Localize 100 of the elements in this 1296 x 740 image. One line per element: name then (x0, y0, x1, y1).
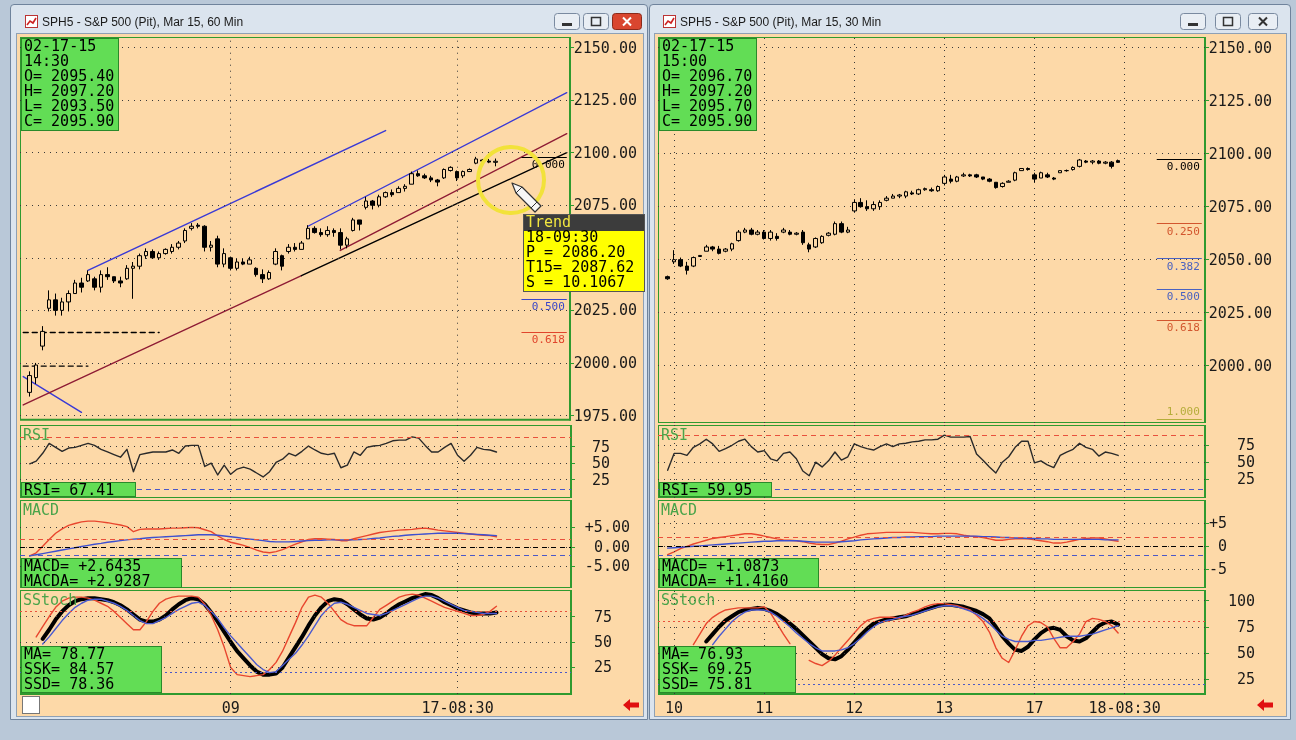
candlestick (377, 194, 381, 208)
candlestick (241, 258, 245, 266)
candlestick (974, 173, 979, 179)
y-tick-label: 2025.00 (1208, 303, 1272, 322)
candlestick (247, 256, 252, 265)
candlestick (325, 225, 330, 238)
y-tick-label: 25 (1236, 670, 1255, 689)
candlestick (1052, 176, 1056, 181)
x-tick-label: 11 (755, 698, 774, 717)
y-tick-label: 2100.00 (573, 143, 637, 162)
y-tick-label: +5.00 (584, 518, 630, 537)
candlestick (409, 171, 414, 185)
candlestick (189, 222, 194, 231)
x-tick-label: 17 (1025, 698, 1044, 717)
y-tick-label: +5 (1208, 514, 1227, 533)
x-tick-label: 10 (665, 698, 684, 717)
candlestick (112, 276, 116, 284)
candlestick (396, 185, 401, 194)
candlestick (183, 227, 187, 244)
candlestick (222, 247, 226, 268)
candlestick (949, 174, 953, 184)
candlestick (678, 257, 683, 268)
candlestick (383, 191, 388, 199)
candlestick (66, 289, 71, 312)
candlestick (280, 254, 284, 271)
y-tick-label: 50 (593, 633, 612, 651)
candlestick (891, 193, 895, 199)
candlestick (801, 229, 805, 246)
candlestick (736, 229, 741, 243)
y-tick-label: 2050.00 (1208, 250, 1272, 269)
candlestick (865, 199, 869, 212)
y-tick-label: 50 (1236, 644, 1255, 663)
candlestick (487, 158, 491, 164)
chart-title: RSI (23, 425, 51, 444)
candlestick (936, 184, 940, 193)
candlestick (351, 217, 355, 233)
candlestick (1013, 171, 1017, 182)
candlestick (929, 187, 934, 193)
candlestick (306, 224, 310, 240)
y-tick-label: 0.00 (593, 537, 630, 556)
candlestick (904, 190, 908, 199)
candlestick (775, 232, 779, 242)
line-series (29, 532, 498, 557)
candlestick (131, 261, 135, 300)
candlestick (338, 227, 343, 250)
candlestick (286, 243, 291, 255)
candlestick (357, 219, 362, 231)
y-tick-label: 2025.00 (573, 301, 637, 320)
y-tick-label: 2100.00 (1208, 144, 1272, 163)
candlestick (1045, 172, 1050, 179)
candlestick (878, 199, 882, 211)
candlestick (86, 269, 90, 283)
x-tick-label: 12 (845, 698, 864, 717)
y-tick-label: 75 (1236, 436, 1255, 455)
candlestick (955, 175, 959, 183)
candlestick (923, 187, 927, 192)
candlestick (1058, 170, 1062, 174)
candlestick (293, 242, 297, 252)
candlestick (781, 227, 786, 234)
candlestick (1032, 172, 1037, 183)
line-series (29, 520, 498, 557)
candlestick (493, 158, 498, 167)
candlestick (981, 176, 985, 181)
y-tick-label: 2150.00 (573, 38, 637, 57)
y-tick-label: 50 (591, 454, 610, 473)
y-tick-label: 75 (591, 437, 610, 456)
candlestick (435, 178, 440, 187)
candlestick (390, 188, 394, 198)
candlestick (260, 268, 265, 284)
candlestick (897, 193, 902, 199)
candlestick (228, 256, 233, 271)
candlestick (137, 253, 142, 270)
candlestick (196, 222, 200, 229)
candlestick (215, 235, 220, 268)
y-tick-label: 2125.00 (1208, 91, 1272, 110)
candlestick (1071, 165, 1075, 172)
annotation: 0.500 (1166, 290, 1200, 304)
candlestick (209, 240, 213, 252)
y-tick-label: 2125.00 (573, 91, 637, 110)
y-tick-label: 25 (591, 470, 610, 489)
candlestick (698, 254, 702, 258)
y-tick-label: 25 (593, 658, 612, 677)
candlestick (820, 234, 824, 245)
candlestick (826, 231, 831, 237)
candlestick (150, 248, 155, 260)
annotation: 0.250 (1166, 224, 1200, 238)
candlestick (833, 221, 837, 236)
candlestick (961, 172, 966, 178)
candlestick (455, 170, 459, 182)
candlestick (345, 236, 349, 249)
y-tick-label: 2000.00 (1208, 356, 1272, 375)
candlestick (370, 199, 375, 210)
candlestick (448, 165, 453, 173)
y-tick-label: 2150.00 (1208, 38, 1272, 57)
candlestick (717, 245, 721, 255)
x-tick-label: 18-08:30 (1088, 698, 1161, 717)
annotation: 0.500 (531, 299, 565, 313)
candlestick (92, 276, 97, 291)
y-tick-label: 100 (1227, 591, 1255, 610)
candlestick (884, 195, 889, 202)
